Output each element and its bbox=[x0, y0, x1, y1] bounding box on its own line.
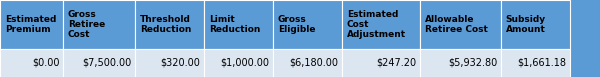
Text: Gross
Eligible: Gross Eligible bbox=[278, 15, 316, 34]
Text: Estimated
Cost
Adjustment: Estimated Cost Adjustment bbox=[347, 10, 406, 39]
Bar bbox=[135, 0, 204, 49]
Bar bbox=[63, 0, 135, 49]
Text: $7,500.00: $7,500.00 bbox=[82, 58, 131, 68]
Text: $247.20: $247.20 bbox=[376, 58, 416, 68]
Bar bbox=[63, 49, 135, 77]
Bar bbox=[420, 0, 501, 49]
Bar bbox=[204, 49, 273, 77]
Bar bbox=[420, 49, 501, 77]
Bar bbox=[501, 0, 570, 49]
Text: $1,661.18: $1,661.18 bbox=[517, 58, 566, 68]
Bar bbox=[273, 49, 342, 77]
Text: $320.00: $320.00 bbox=[161, 58, 200, 68]
Bar bbox=[0, 0, 63, 49]
Text: Subsidy
Amount: Subsidy Amount bbox=[506, 15, 546, 34]
Text: Allowable
Retiree Cost: Allowable Retiree Cost bbox=[425, 15, 488, 34]
Text: $1,000.00: $1,000.00 bbox=[220, 58, 269, 68]
Text: Threshold
Reduction: Threshold Reduction bbox=[140, 15, 191, 34]
Text: Estimated
Premium: Estimated Premium bbox=[5, 15, 56, 34]
Bar bbox=[501, 49, 570, 77]
Text: $5,932.80: $5,932.80 bbox=[448, 58, 497, 68]
Text: $6,180.00: $6,180.00 bbox=[289, 58, 338, 68]
Text: Limit
Reduction: Limit Reduction bbox=[209, 15, 260, 34]
Bar bbox=[135, 49, 204, 77]
Bar bbox=[342, 0, 420, 49]
Text: $0.00: $0.00 bbox=[32, 58, 59, 68]
Bar bbox=[204, 0, 273, 49]
Bar bbox=[342, 49, 420, 77]
Bar bbox=[0, 49, 63, 77]
Bar bbox=[273, 0, 342, 49]
Text: Gross
Retiree
Cost: Gross Retiree Cost bbox=[68, 10, 105, 39]
